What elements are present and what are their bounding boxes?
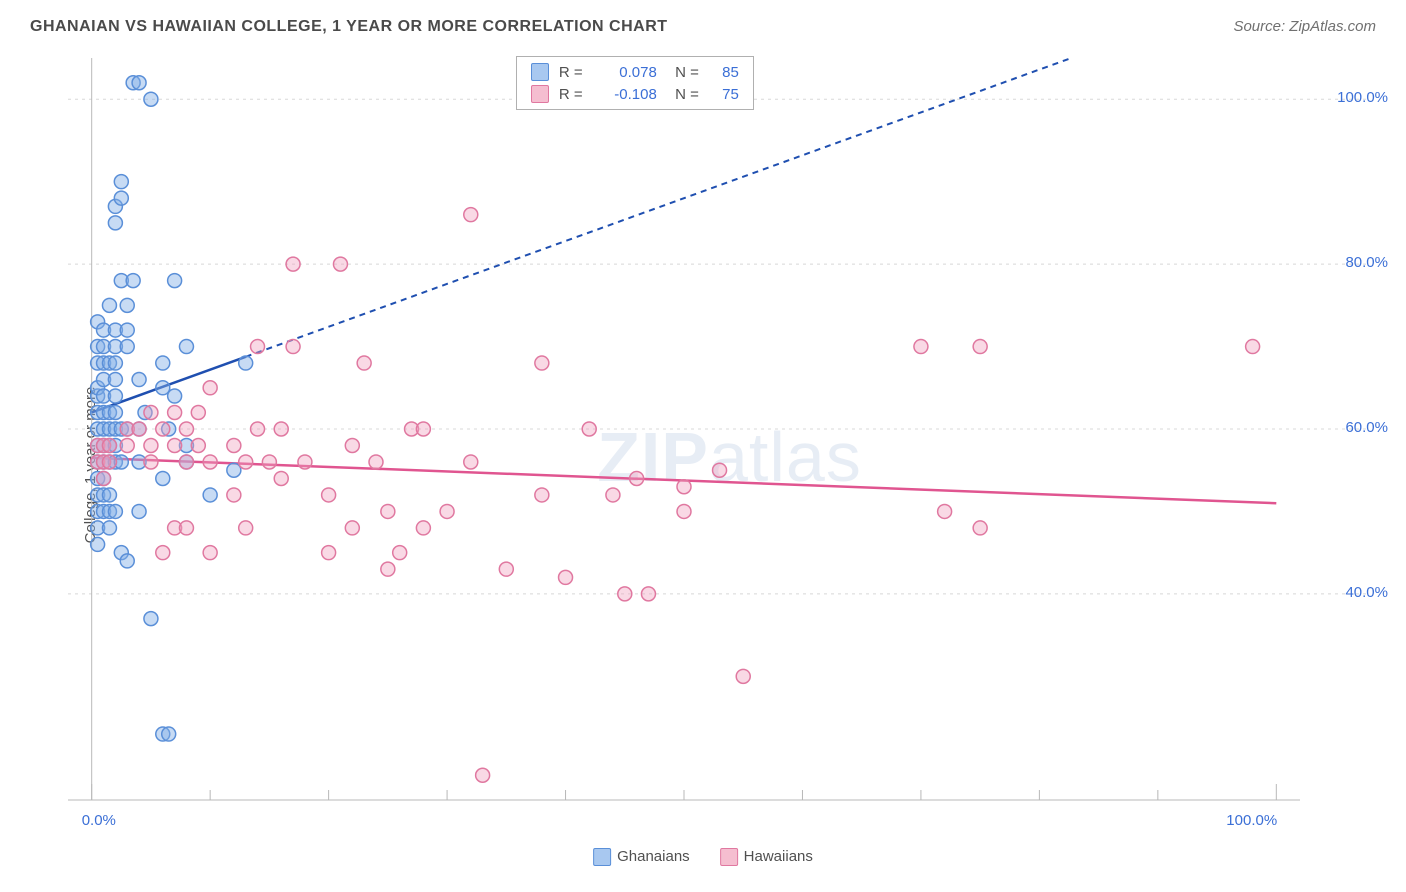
n-label: N = bbox=[667, 64, 699, 81]
chart-source: Source: ZipAtlas.com bbox=[1233, 18, 1376, 35]
x-tick-label: 0.0% bbox=[82, 812, 116, 829]
legend-swatch-icon bbox=[531, 85, 549, 103]
y-tick-label: 100.0% bbox=[1337, 89, 1388, 106]
legend-swatch-icon bbox=[531, 63, 549, 81]
n-value: 75 bbox=[709, 86, 739, 103]
chart-area: College, 1 year or more ZIPatlas 40.0%60… bbox=[0, 50, 1406, 880]
y-tick-label: 80.0% bbox=[1345, 254, 1388, 271]
legend-item: Hawaiians bbox=[720, 848, 813, 866]
r-label: R = bbox=[559, 86, 587, 103]
legend-swatch-icon bbox=[593, 848, 611, 866]
stats-legend: R = 0.078 N = 85 R = -0.108 N = 75 bbox=[516, 56, 754, 110]
r-value: 0.078 bbox=[597, 64, 657, 81]
y-tick-label: 60.0% bbox=[1345, 419, 1388, 436]
r-label: R = bbox=[559, 64, 587, 81]
series-legend: Ghanaians Hawaiians bbox=[593, 848, 813, 866]
legend-label: Ghanaians bbox=[617, 848, 690, 865]
x-tick-label: 100.0% bbox=[1226, 812, 1277, 829]
legend-swatch-icon bbox=[720, 848, 738, 866]
chart-title: GHANAIAN VS HAWAIIAN COLLEGE, 1 YEAR OR … bbox=[30, 18, 668, 36]
scatter-plot-svg bbox=[60, 50, 1370, 840]
n-value: 85 bbox=[709, 64, 739, 81]
n-label: N = bbox=[667, 86, 699, 103]
y-tick-label: 40.0% bbox=[1345, 584, 1388, 601]
legend-item: Ghanaians bbox=[593, 848, 690, 866]
legend-label: Hawaiians bbox=[744, 848, 813, 865]
r-value: -0.108 bbox=[597, 86, 657, 103]
